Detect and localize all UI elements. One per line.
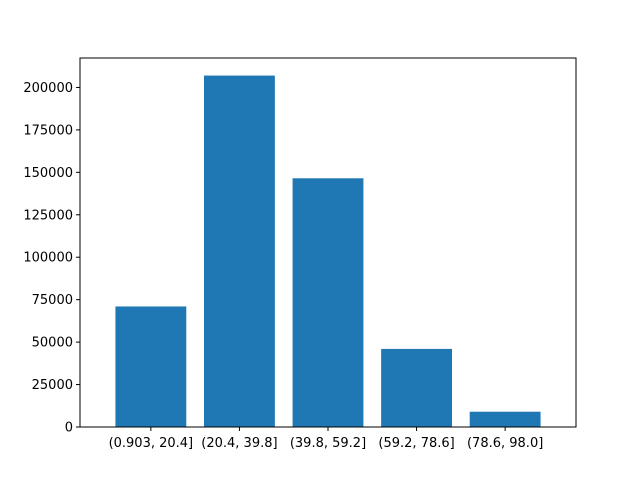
y-tick-label: 75000 — [32, 293, 73, 308]
bar — [469, 411, 541, 427]
x-tick-label: (20.4, 39.8] — [201, 436, 277, 451]
y-tick-label: 50000 — [32, 336, 73, 351]
y-tick-label: 200000 — [23, 81, 73, 96]
x-tick-label: (78.6, 98.0] — [467, 436, 543, 451]
y-tick-label: 0 — [65, 421, 73, 436]
y-tick-label: 125000 — [23, 208, 73, 223]
x-tick-label: (59.2, 78.6] — [378, 436, 454, 451]
bar — [381, 348, 452, 427]
y-tick-label: 100000 — [23, 251, 73, 266]
bars-group — [115, 75, 541, 428]
x-tick-label: (0.903, 20.4] — [109, 436, 194, 451]
bar — [204, 75, 275, 428]
x-axis: (0.903, 20.4] (20.4, 39.8] (39.8, 59.2] (59… — [109, 427, 543, 451]
y-tick-label: 150000 — [23, 166, 73, 181]
y-tick-label: 25000 — [32, 378, 73, 393]
y-tick-label: 175000 — [23, 123, 73, 138]
bar — [292, 178, 364, 427]
y-axis: 0 25000 50000 75000 100000 125000 150000 175000… — [23, 81, 80, 436]
bar — [115, 306, 187, 427]
x-tick-label: (39.8, 59.2] — [290, 436, 366, 451]
